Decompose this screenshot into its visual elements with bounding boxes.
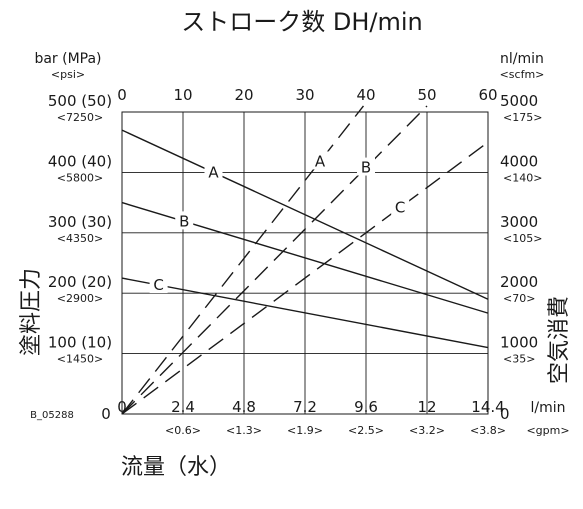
left-tick-sublabel: <2900> — [57, 292, 103, 305]
grid — [121, 111, 489, 415]
series-label-a-paint-pressure: A — [208, 163, 219, 181]
x-tick-label: 14.4 — [471, 398, 504, 416]
series-label-backdrop — [391, 197, 410, 216]
series-line-c-paint-pressure — [121, 277, 489, 349]
x-tick-label: 9.6 — [354, 398, 378, 416]
right-tick-label: 4000 — [500, 152, 538, 170]
top-tick-label: 30 — [295, 86, 314, 104]
x-tick-sublabel: <3.2> — [409, 424, 445, 437]
left-tick-label: 200 (20) — [48, 273, 112, 291]
figure-ref: B_05288 — [30, 410, 74, 421]
bottom-axis-title: 流量（水） — [121, 455, 231, 480]
series-label-a-air-consumption: A — [315, 152, 326, 170]
left-tick-sublabel: <7250> — [57, 111, 103, 124]
series-label-backdrop — [310, 151, 329, 170]
left-tick-sublabel: <1450> — [57, 353, 103, 366]
top-tick-label: 60 — [478, 86, 497, 104]
right-tick-sublabel: <140> — [503, 171, 542, 184]
x-tick-sublabel: <1.3> — [226, 424, 262, 437]
left-axis-unit: bar (MPa) — [34, 51, 101, 67]
right-tick-label: 5000 — [500, 92, 538, 110]
left-tick-label: 100 (10) — [48, 334, 112, 352]
bottom-axis-unit: l/min — [530, 400, 565, 416]
right-tick-label: 2000 — [500, 273, 538, 291]
series-line-c-air-consumption — [121, 141, 489, 415]
chart-title: ストローク数 DH/min — [181, 8, 423, 36]
x-tick-sublabel: <2.5> — [348, 424, 384, 437]
top-tick-label: 0 — [117, 86, 127, 104]
left-tick-label: 400 (40) — [48, 152, 112, 170]
right-axis-title: 空気消費 — [547, 296, 572, 384]
x-tick-label: 12 — [417, 398, 436, 416]
right-tick-sublabel: <175> — [503, 111, 542, 124]
x-tick-sublabel: <3.8> — [470, 424, 506, 437]
series-label-backdrop — [175, 211, 194, 230]
x-tick-label: 7.2 — [293, 398, 317, 416]
x-tick-label: 2.4 — [171, 398, 195, 416]
left-tick-label: 0 — [101, 405, 111, 423]
series-label-b-air-consumption: B — [361, 159, 371, 177]
series-label-backdrop — [357, 157, 375, 176]
left-tick-label: 500 (50) — [48, 92, 112, 110]
right-tick-label: 3000 — [500, 213, 538, 231]
right-tick-sublabel: <105> — [503, 232, 542, 245]
top-tick-label: 40 — [356, 86, 375, 104]
x-tick-label: 4.8 — [232, 398, 256, 416]
plot-frame — [121, 111, 489, 415]
right-axis-unit-alt: <scfm> — [500, 68, 545, 81]
series-line-a-paint-pressure — [121, 129, 489, 300]
x-tick-label: 0 — [117, 398, 127, 416]
top-tick-label: 50 — [417, 86, 436, 104]
top-tick-label: 10 — [173, 86, 192, 104]
x-tick-sublabel: <1.9> — [287, 424, 323, 437]
series-label-c-air-consumption: C — [395, 198, 405, 216]
right-tick-label: 0 — [500, 405, 510, 423]
x-tick-sublabel: <0.6> — [165, 424, 201, 437]
left-tick-label: 300 (30) — [48, 213, 112, 231]
left-tick-sublabel: <5800> — [57, 171, 103, 184]
series-label-b-paint-pressure: B — [179, 212, 189, 230]
series-label-backdrop — [149, 275, 168, 294]
left-axis-title: 塗料圧力 — [19, 268, 44, 356]
series-line-b-air-consumption — [121, 105, 428, 415]
left-axis-unit-alt: <psi> — [51, 68, 85, 81]
right-axis-unit: nl/min — [500, 51, 544, 67]
bottom-axis-unit-alt: <gpm> — [526, 424, 569, 437]
series-label-c-paint-pressure: C — [153, 276, 163, 294]
top-tick-label: 20 — [234, 86, 253, 104]
right-tick-label: 1000 — [500, 334, 538, 352]
tick-labels: 0 2.4 <0.6> 4.8 <1.3> 7.2 <1.9> 9.6 <2.5> 12 <3.2>… — [48, 86, 543, 437]
left-tick-sublabel: <4350> — [57, 232, 103, 245]
right-tick-sublabel: <35> — [503, 353, 535, 366]
series-label-backdrop — [204, 162, 223, 181]
right-tick-sublabel: <70> — [503, 292, 535, 305]
series-labels: A B C A B C — [149, 151, 410, 294]
